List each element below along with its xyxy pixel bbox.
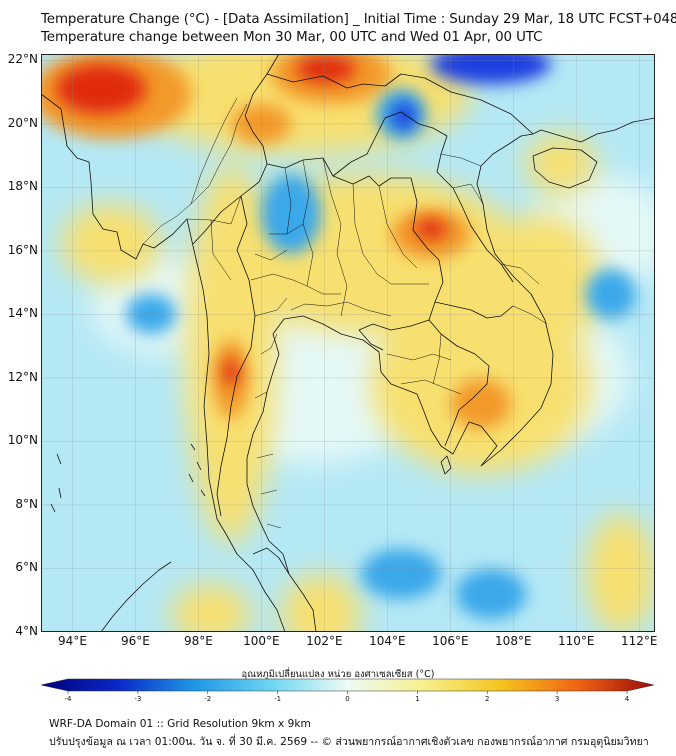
border-thai-cambodia	[358, 329, 384, 351]
myanmar-province-boundaries	[142, 97, 248, 281]
thai-province-boundaries	[250, 157, 429, 529]
lat-tick-label: 6°N	[15, 560, 38, 575]
colorbar-tick-label: -4	[64, 695, 72, 703]
coastline-peninsula-east	[246, 315, 498, 632]
lat-tick-label: 4°N	[15, 624, 38, 638]
colorbar-tick-label: 2	[485, 695, 490, 703]
islands-mergui	[188, 443, 206, 497]
lat-tick-label: 8°N	[15, 496, 38, 511]
lat-tick-label: 14°N	[7, 306, 38, 321]
field-layer-deepblue	[392, 54, 551, 130]
coastline-myanmar-west	[41, 93, 218, 520]
map-subtitle: Temperature change between Mon 30 Mar, 0…	[41, 30, 543, 45]
colorbar-title: อุณหภูมิเปลี่ยนแปลง หน่วย องศาเซลเซียส (…	[241, 669, 435, 680]
graticule	[41, 54, 655, 632]
border-cambodia-laos	[434, 301, 514, 319]
colorbar	[40, 678, 655, 694]
border-myanmar-thai-south	[216, 195, 256, 517]
lat-tick-label: 22°N	[7, 52, 38, 67]
lat-tick-label: 20°N	[7, 115, 38, 130]
coastline-peninsula-west	[216, 518, 286, 632]
border-thai-laos	[266, 157, 444, 331]
border-malaysia	[252, 547, 290, 575]
lon-tick-label: 100°E	[243, 634, 280, 648]
island-hainan	[532, 147, 598, 189]
lon-tick-label: 108°E	[495, 634, 532, 648]
colorbar-tick-label: 1	[415, 695, 420, 703]
colorbar-tick-label: -2	[204, 695, 212, 703]
cambodia-province-boundaries	[386, 333, 462, 395]
coastline-sumatra	[100, 561, 172, 632]
colorbar-tick-label: -3	[134, 695, 142, 703]
field-layer-warm	[61, 54, 655, 632]
temperature-change-map	[41, 54, 655, 632]
field-layer-red	[56, 55, 447, 386]
coastline-vietnam-east	[476, 133, 554, 467]
map-title: Temperature Change (°C) - [Data Assimila…	[41, 12, 676, 27]
map-frame	[41, 54, 655, 632]
colorbar-tick-label: 0	[345, 695, 350, 703]
footer-model-info: WRF-DA Domain 01 :: Grid Resolution 9km …	[49, 718, 311, 730]
coastline-china-south	[532, 117, 655, 143]
border-cambodia-vietnam	[428, 319, 490, 447]
lat-tick-label: 12°N	[7, 369, 38, 384]
border-laos-china	[266, 73, 534, 135]
lon-tick-label: 110°E	[558, 634, 595, 648]
island-phu-quoc	[440, 455, 452, 475]
lon-tick-label: 98°E	[183, 634, 213, 648]
border-laos-vietnam	[332, 111, 514, 283]
vietnam-province-boundaries	[440, 153, 548, 325]
footer-update-info: ปรับปรุงข้อมูล ณ เวลา 01:00น. วัน จ. ที่…	[49, 736, 649, 748]
colorbar-bar	[40, 678, 655, 692]
lon-tick-label: 94°E	[58, 634, 87, 648]
islands-andaman	[50, 453, 62, 513]
lat-tick-label: 18°N	[7, 179, 38, 194]
lon-tick-label: 106°E	[432, 634, 469, 648]
lon-tick-label: 102°E	[306, 634, 343, 648]
colorbar-tick-label: -1	[274, 695, 282, 703]
lat-tick-label: 16°N	[7, 242, 38, 257]
lon-tick-label: 104°E	[369, 634, 406, 648]
map-canvas	[41, 54, 655, 632]
border-myanmar-thailand	[192, 54, 280, 245]
lon-tick-label: 96°E	[121, 634, 150, 648]
colorbar-tick-label: 4	[624, 695, 630, 703]
lat-tick-label: 10°N	[7, 433, 38, 448]
colorbar-tick-label: 3	[554, 695, 560, 703]
lon-tick-label: 112°E	[621, 634, 658, 648]
coastlines-and-borders	[41, 54, 655, 632]
